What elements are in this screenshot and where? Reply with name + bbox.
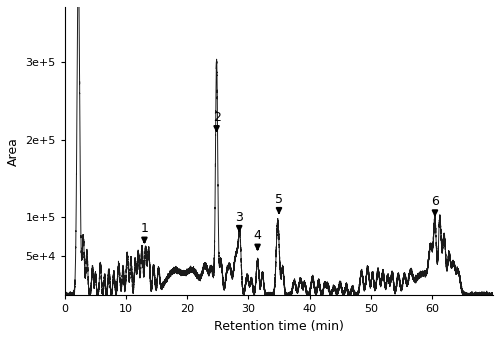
Text: 6: 6 bbox=[431, 195, 439, 215]
Text: 5: 5 bbox=[275, 193, 283, 212]
Text: 2: 2 bbox=[212, 111, 220, 131]
Y-axis label: Area: Area bbox=[7, 137, 20, 166]
Text: 1: 1 bbox=[140, 222, 148, 242]
X-axis label: Retention time (min): Retention time (min) bbox=[214, 320, 344, 333]
Text: 3: 3 bbox=[236, 211, 243, 231]
Text: 4: 4 bbox=[254, 230, 262, 249]
